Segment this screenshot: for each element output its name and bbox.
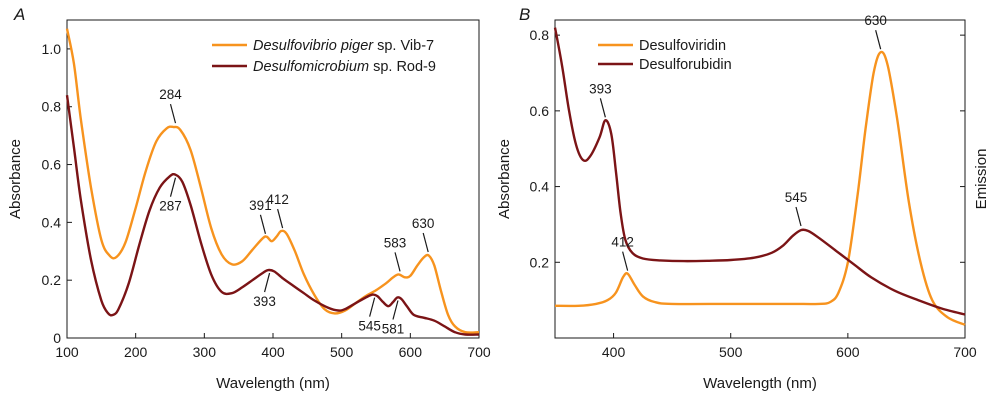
peak-label: 284 (159, 87, 182, 102)
annotation-leader (169, 177, 177, 197)
x-tick-label: 500 (719, 344, 743, 360)
peak-label: 412 (611, 235, 634, 250)
y-tick-label: 0.2 (530, 254, 550, 270)
legend-label-b-1: Desulforubidin (639, 57, 732, 73)
x-tick-label: 400 (261, 344, 285, 360)
peak-label: 393 (589, 81, 612, 96)
y-tick-label: 0 (53, 330, 61, 346)
y-tick-label: 0.4 (530, 179, 550, 195)
annotation-leader (622, 251, 629, 271)
y-tick-label: 0.6 (530, 103, 550, 119)
legend-label-a-1-rest: sp. Rod-9 (369, 59, 436, 75)
series-line-b-0 (554, 50, 966, 326)
legend-label-a-0-italic: Desulfovibrio piger (253, 38, 374, 54)
annotation-leader (169, 103, 177, 124)
peak-label: 391 (249, 198, 272, 213)
y-axis-title-b: Absorbance (496, 139, 513, 219)
peak-label: 581 (382, 322, 405, 337)
legend-label-a-1-italic: Desulfomicrobium (253, 59, 369, 75)
series-line-b-1 (553, 27, 966, 316)
x-tick-label: 600 (399, 344, 423, 360)
y-tick-label: 0.2 (42, 272, 62, 288)
x-tick-label: 300 (193, 344, 217, 360)
peak-label: 545 (785, 190, 808, 205)
annotation-leader (259, 214, 267, 234)
annotation-leader (369, 297, 376, 317)
x-axis-title-b: Wavelength (nm) (703, 375, 817, 392)
legend-label-a-0: Desulfovibrio piger sp. Vib-7 (253, 38, 434, 54)
plot-frame-b (554, 19, 966, 339)
annotation-leader (422, 232, 429, 253)
x-tick-label: 400 (602, 344, 626, 360)
chart-panel-a: A 100 200 300 400 500 600 70000.20.40.60.81.0 … (7, 5, 491, 392)
x-axis-title-a: Wavelength (nm) (216, 375, 330, 392)
y-tick-label: 0.8 (530, 27, 550, 43)
annotation-leader (277, 208, 284, 229)
x-tick-label: 100 (55, 344, 79, 360)
panel-label-b: B (519, 5, 530, 24)
series-line-a-0 (65, 28, 480, 334)
peak-label: 583 (384, 235, 407, 250)
annotation-leader (394, 252, 401, 272)
x-tick-label: 200 (124, 344, 148, 360)
y-axis-title-a: Absorbance (7, 139, 24, 219)
y-tick-label: 0.8 (42, 99, 62, 115)
x-tick-label: 700 (467, 344, 491, 360)
peak-label: 412 (266, 192, 289, 207)
x-tick-label: 500 (330, 344, 354, 360)
annotation-leader (795, 206, 802, 227)
peak-label: 287 (159, 199, 182, 214)
peak-label: 545 (358, 319, 381, 334)
legend-label-b-0: Desulfoviridin (639, 38, 726, 54)
annotation-leader (599, 98, 606, 118)
annotation-leader (392, 300, 399, 320)
peak-label: 393 (253, 294, 276, 309)
y-tick-label: 0.6 (42, 157, 62, 173)
x-tick-label: 600 (836, 344, 860, 360)
annotation-leader (263, 272, 271, 293)
legend-label-a-1: Desulfomicrobium sp. Rod-9 (253, 59, 436, 75)
series-group-b (553, 27, 966, 326)
annotations-b: 393 412 545 630 (589, 13, 887, 271)
legend-a: Desulfovibrio piger sp. Vib-7 Desulfomic… (212, 38, 436, 75)
series-line-a-1 (65, 95, 480, 336)
y-tick-label: 1.0 (42, 41, 62, 57)
legend-b: Desulfoviridin Desulforubidin (598, 38, 732, 73)
peak-label: 630 (864, 13, 887, 28)
annotation-leader (875, 30, 882, 50)
series-group-a (65, 28, 480, 336)
axis-ticks-a: 100 200 300 400 500 600 700 0 0.2 0.4 0.6 0.8 1.0 (42, 41, 491, 360)
legend-label-a-0-rest: sp. Vib-7 (373, 38, 434, 54)
x-tick-label: 700 (953, 344, 977, 360)
y-tick-label: 0.4 (42, 214, 62, 230)
panel-label-a: A (13, 5, 25, 24)
peak-label: 630 (412, 216, 435, 231)
axis-ticks-b: 400 500 600 700 0.2 0.4 0.6 0.8 (530, 27, 977, 360)
y-axis-title-right-b: Emission (973, 149, 990, 210)
